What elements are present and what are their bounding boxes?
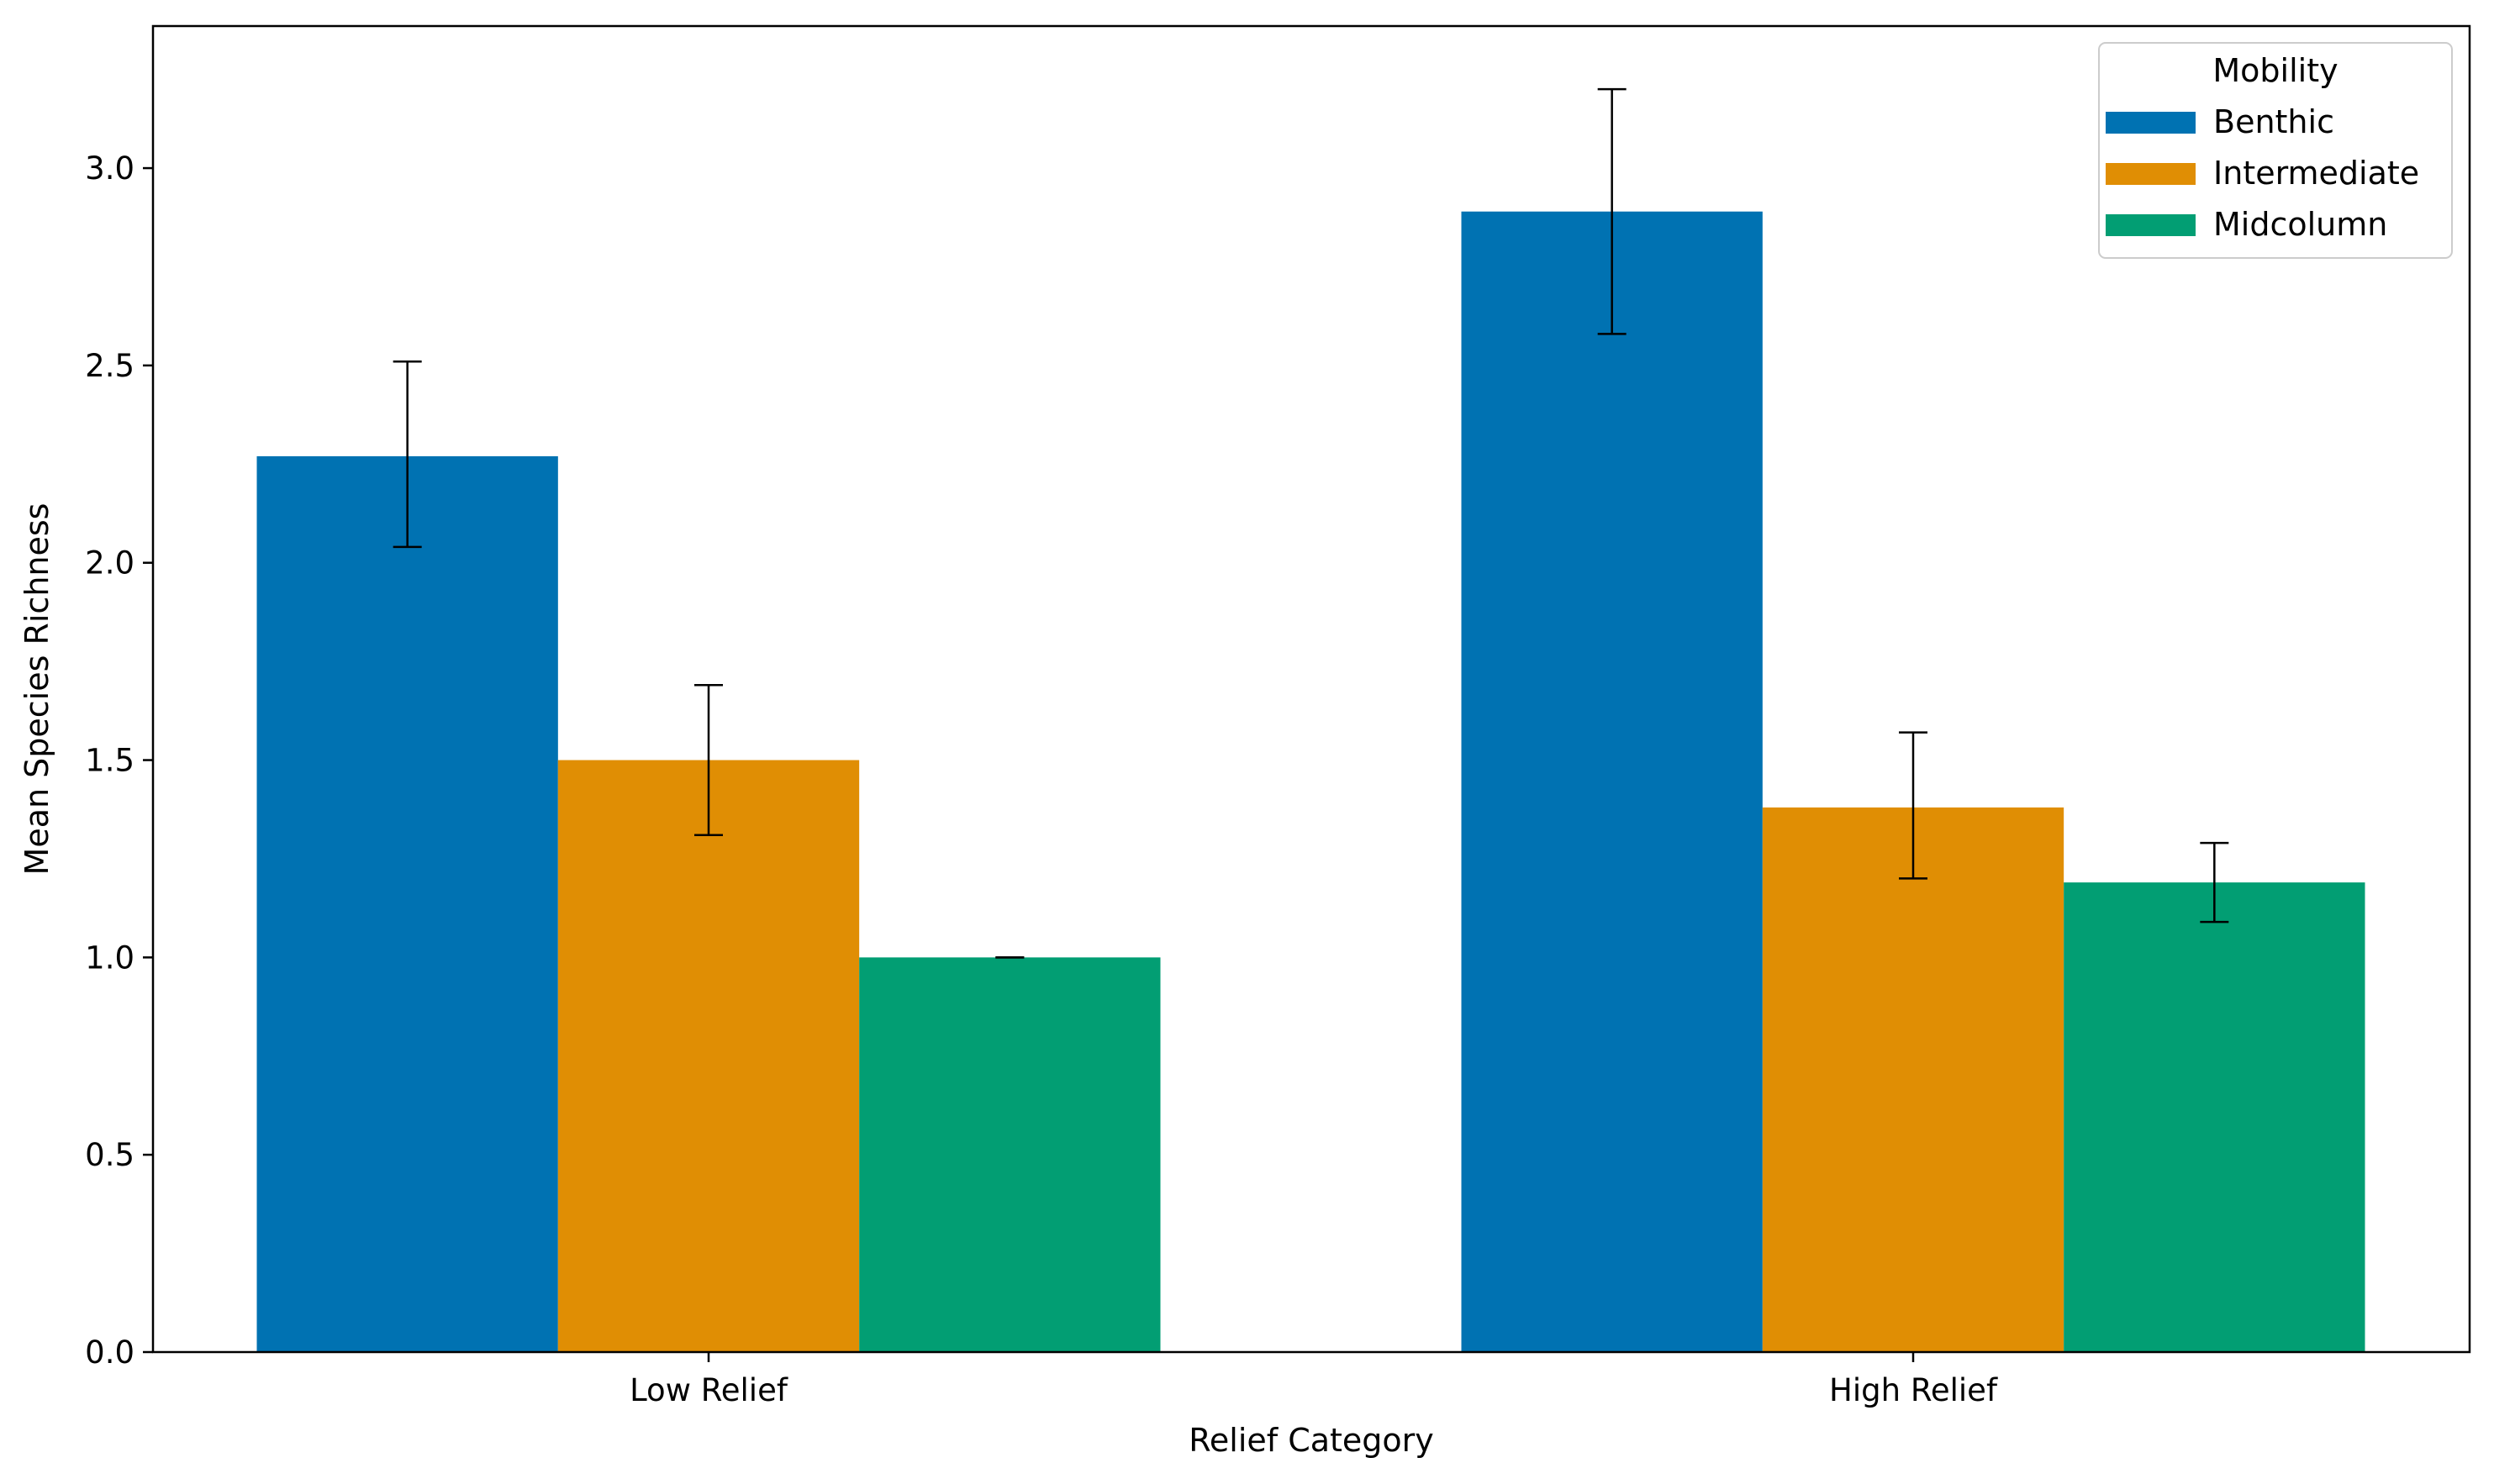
error-bars-layer bbox=[393, 87, 2229, 959]
error-bar-intermediate-low-relief bbox=[694, 684, 723, 837]
bar-benthic-low-relief bbox=[256, 455, 558, 1353]
x-axis-label: Relief Category bbox=[1189, 1422, 1434, 1459]
error-bar-benthic-high-relief bbox=[1597, 87, 1627, 335]
legend-items: Benthic Intermediate Midcolumn bbox=[2106, 103, 2419, 243]
x-tick-label: High Relief bbox=[1829, 1372, 1998, 1408]
legend-item-midcolumn: Midcolumn bbox=[2106, 206, 2387, 243]
bar-intermediate-low-relief bbox=[557, 760, 860, 1352]
legend-swatch bbox=[2106, 163, 2196, 185]
y-tick-label: 0.0 bbox=[85, 1334, 134, 1371]
y-tick-label: 0.5 bbox=[85, 1137, 134, 1173]
legend-label: Benthic bbox=[2213, 103, 2334, 140]
legend: Mobility Benthic Intermediate Midcolumn bbox=[2098, 42, 2453, 259]
bar-midcolumn-low-relief bbox=[859, 957, 1161, 1352]
legend-item-benthic: Benthic bbox=[2106, 103, 2334, 140]
legend-label: Intermediate bbox=[2213, 155, 2419, 192]
legend-item-intermediate: Intermediate bbox=[2106, 155, 2419, 192]
error-bar-midcolumn-high-relief bbox=[2200, 841, 2229, 924]
y-tick-label: 2.0 bbox=[85, 545, 134, 581]
plot-frame bbox=[151, 24, 2471, 1354]
legend-swatch bbox=[2106, 112, 2196, 134]
y-tick-label: 1.0 bbox=[85, 939, 134, 976]
bar-intermediate-high-relief bbox=[1762, 807, 2064, 1352]
legend-label: Midcolumn bbox=[2213, 206, 2387, 243]
legend-title: Mobility bbox=[2212, 52, 2338, 89]
bar-midcolumn-high-relief bbox=[2064, 882, 2365, 1352]
y-tick-label: 1.5 bbox=[85, 743, 134, 779]
bars-layer bbox=[256, 211, 2365, 1353]
y-tick-label: 3.0 bbox=[85, 150, 134, 187]
bar-benthic-high-relief bbox=[1461, 211, 1763, 1352]
y-axis-label: Mean Species Richness bbox=[18, 503, 55, 876]
x-axis: Low Relief High Relief bbox=[630, 1352, 1998, 1408]
legend-box bbox=[2098, 42, 2453, 259]
y-tick-label: 2.5 bbox=[85, 348, 134, 384]
legend-swatch bbox=[2106, 214, 2196, 236]
error-bar-intermediate-high-relief bbox=[1899, 731, 1927, 880]
y-axis: 0.0 0.5 1.0 1.5 2.0 2.5 3.0 bbox=[85, 150, 153, 1371]
error-bar-benthic-low-relief bbox=[393, 360, 422, 549]
x-tick-label: Low Relief bbox=[630, 1372, 788, 1408]
